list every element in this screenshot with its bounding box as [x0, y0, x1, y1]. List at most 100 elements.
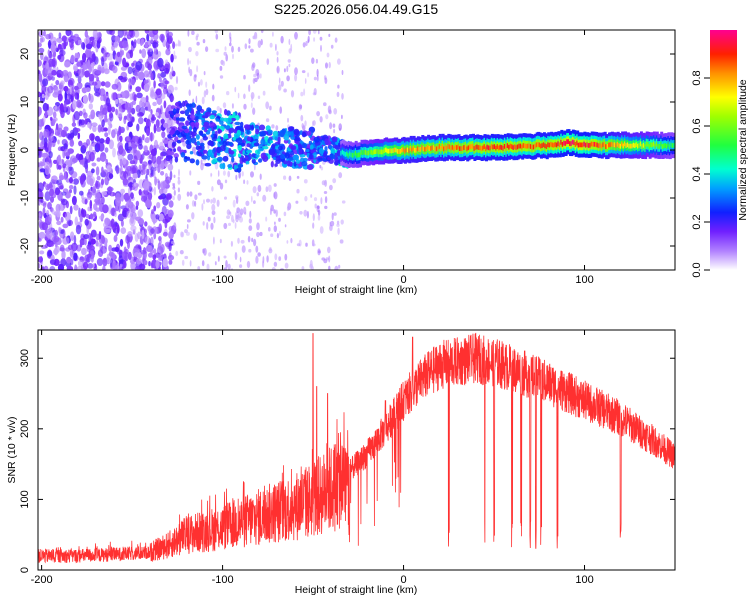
spectrogram-cell [74, 85, 79, 91]
spectrogram-cell [293, 161, 297, 167]
spectrogram-cell [69, 231, 75, 241]
spectrogram-cell [131, 40, 134, 46]
spectrogram-cell [59, 184, 64, 190]
figure-title: S225.2026.056.04.49.G15 [274, 1, 438, 17]
spectrogram-cell [231, 45, 234, 53]
spectrogram-cell [38, 231, 46, 239]
spectrogram-cell [268, 227, 271, 232]
spectrogram-cell [127, 146, 133, 151]
spectrogram-cell [214, 261, 217, 266]
spectrogram-cell [62, 223, 69, 229]
spectrogram-cell [255, 154, 260, 158]
spectrogram-cell [69, 139, 75, 147]
spectrogram-cell [223, 255, 227, 259]
spectrogram-cell [144, 235, 151, 245]
spectrogram-cell [107, 125, 111, 135]
spectrogram-cell [99, 215, 104, 220]
spectrogram-cell [201, 126, 205, 131]
spectrogram-cell [341, 93, 344, 100]
spectrogram-cell [315, 58, 318, 64]
spectrogram-cell [120, 188, 125, 194]
spectrogram-cell [284, 253, 288, 261]
spectrogram-cell [160, 181, 166, 191]
spectrogram-cell [115, 108, 118, 116]
spectrogram-cell [84, 198, 88, 205]
spectrogram-cell [129, 93, 134, 101]
spectrogram-cell [341, 200, 346, 204]
spectrogram-cell [196, 140, 200, 146]
spectrogram-cell [91, 186, 96, 194]
spectrogram-cell [130, 204, 137, 214]
spectrogram-cell [235, 195, 239, 200]
spectrogram-cell [236, 129, 241, 135]
spectrogram-cell [202, 221, 205, 226]
spectrogram-cell [175, 109, 179, 114]
spectrogram-cell [122, 209, 127, 218]
spectrogram-cell [151, 154, 157, 164]
spectrogram-cell [305, 41, 308, 46]
spectrogram-cell [240, 239, 245, 244]
spectrogram-cell [232, 111, 236, 118]
spectrogram-cell [197, 110, 201, 116]
spectrogram-cell [253, 142, 260, 147]
spectrogram-cell [243, 206, 247, 215]
spectrogram-cell [60, 216, 64, 223]
spectrogram-cell [243, 124, 250, 129]
spectrogram-cell [88, 93, 94, 104]
spectrogram-cell [86, 226, 89, 235]
spectrogram-cell [120, 193, 124, 202]
spectrogram-cell [313, 88, 317, 95]
spectrogram-cell [135, 86, 142, 93]
spectrogram-cell [61, 191, 67, 196]
spectrogram-cell [89, 36, 95, 41]
spectrogram-cell [146, 118, 151, 129]
snr-y-ticks: 0 100 200 300 [19, 349, 675, 573]
spectrogram-cell [163, 100, 167, 109]
spectrogram-cell [88, 103, 94, 110]
spectrogram-cell [124, 31, 132, 36]
spectrogram-cell [265, 101, 270, 110]
spectrogram-cell [162, 231, 168, 237]
spectrogram-cell [190, 122, 196, 127]
spectrogram-cell [274, 145, 279, 150]
spectrogram-cell [135, 205, 139, 210]
spectrogram-cell [232, 199, 236, 208]
spectrogram-cell [75, 72, 79, 78]
spectrogram-cell [289, 156, 294, 161]
spectrogram-cell [227, 164, 233, 168]
spectrogram-cell [147, 104, 151, 112]
spectrogram-cell [241, 171, 244, 177]
spectrogram-cell [178, 40, 182, 47]
spectrogram-cell [281, 128, 287, 134]
spectrogram-cell [250, 124, 254, 130]
spectrogram-cell [184, 109, 190, 117]
spectrogram-cell [111, 106, 116, 113]
spectrogram-cell [89, 151, 95, 162]
spectrogram-cell [150, 148, 157, 156]
spectrogram-cell [191, 200, 195, 207]
spectrogram-cell [47, 91, 51, 97]
spectrogram-cell [73, 65, 78, 72]
spectrogram-cell [196, 105, 203, 112]
spectrogram-cell [84, 218, 89, 226]
spectrogram-cell [310, 149, 315, 154]
spectrogram-cell [215, 33, 219, 40]
spectrogram-cell [311, 266, 314, 270]
snr-panel: -200 -100 0 100 0 100 200 300 Height of straig… [6, 329, 676, 596]
spectrogram-cell [255, 128, 260, 135]
spectrogram-cell [271, 144, 276, 150]
spectrogram-cell [189, 260, 192, 267]
spectrogram-cell [96, 258, 104, 266]
spectrogram-cell [278, 145, 283, 151]
spectrogram-cell [164, 80, 169, 85]
spectrogram-cell [341, 114, 343, 120]
spectrogram-cell [160, 118, 165, 125]
spectrogram-cell [309, 144, 314, 151]
spectrogram-cell [39, 162, 46, 167]
spectrogram-cell [70, 171, 78, 179]
spectrogram-cell [46, 209, 50, 216]
spectrogram-cell [48, 58, 55, 67]
spectrogram-cell [290, 90, 295, 98]
spectrogram-cell [219, 65, 223, 71]
spectrogram-cell [173, 55, 177, 60]
